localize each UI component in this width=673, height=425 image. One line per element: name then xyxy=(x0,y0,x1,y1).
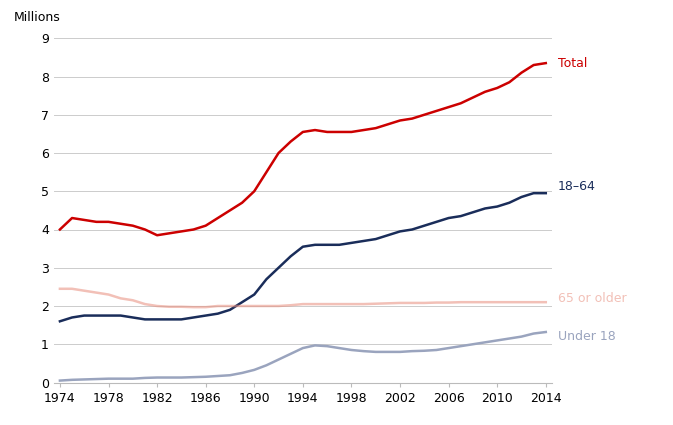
Text: 18–64: 18–64 xyxy=(558,180,596,193)
Text: Millions: Millions xyxy=(14,11,61,25)
Text: Under 18: Under 18 xyxy=(558,330,616,343)
Text: Total: Total xyxy=(558,57,588,70)
Text: 65 or older: 65 or older xyxy=(558,292,627,305)
